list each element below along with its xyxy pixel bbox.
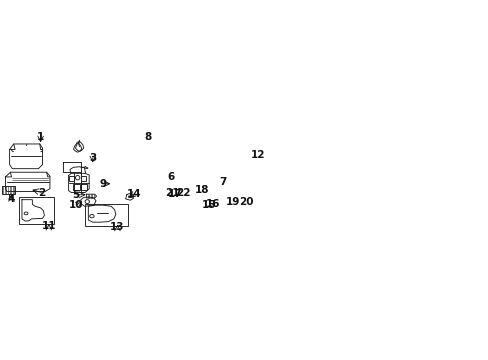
Text: 8: 8	[143, 131, 151, 141]
Text: 12: 12	[251, 150, 265, 160]
Bar	[81, 184, 87, 190]
Text: 20: 20	[239, 197, 253, 207]
Text: 15: 15	[202, 200, 216, 210]
Text: 10: 10	[69, 200, 83, 210]
Bar	[170, 201, 174, 202]
Text: 19: 19	[225, 197, 239, 207]
Text: 7: 7	[219, 176, 226, 186]
Bar	[85, 203, 127, 226]
Bar	[163, 195, 172, 200]
Text: 18: 18	[195, 185, 209, 195]
Text: 2: 2	[38, 188, 45, 198]
Text: 6: 6	[167, 172, 175, 182]
Text: 5: 5	[73, 190, 80, 200]
Bar	[192, 192, 200, 198]
Text: 14: 14	[126, 189, 141, 199]
Text: 22: 22	[176, 188, 190, 198]
Text: 21: 21	[165, 188, 179, 198]
Text: 16: 16	[206, 198, 220, 208]
Bar	[19, 197, 53, 224]
Bar	[181, 201, 184, 202]
Bar	[2, 186, 15, 194]
Text: 13: 13	[110, 222, 124, 232]
Text: 11: 11	[41, 221, 56, 231]
Bar	[69, 176, 73, 181]
Bar	[207, 206, 224, 214]
Text: 17: 17	[168, 189, 183, 199]
Bar	[73, 184, 80, 190]
Text: 4: 4	[8, 194, 15, 204]
Text: 1: 1	[37, 131, 44, 141]
Text: 9: 9	[99, 179, 106, 189]
Text: 3: 3	[89, 153, 96, 163]
Bar	[81, 176, 85, 181]
